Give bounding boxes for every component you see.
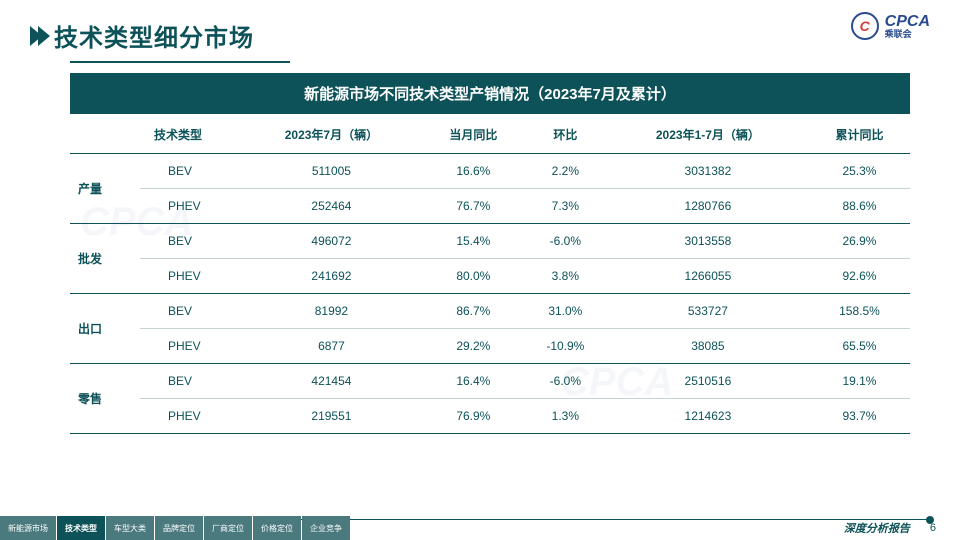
data-cell: 533727	[607, 294, 809, 329]
col-header: 2023年7月（辆）	[240, 114, 423, 154]
data-cell: 76.7%	[423, 189, 524, 224]
data-cell: 15.4%	[423, 224, 524, 259]
tech-type-table: 技术类型 2023年7月（辆） 当月同比 环比 2023年1-7月（辆） 累计同…	[70, 114, 910, 434]
table-row: 产量BEV51100516.6%2.2%303138225.3%	[70, 154, 910, 189]
data-cell: 1266055	[607, 259, 809, 294]
category-cell: 出口	[70, 294, 140, 364]
logo-sub-text: 乘联会	[885, 30, 930, 39]
data-cell: 241692	[240, 259, 423, 294]
logo-main-text: CPCA	[885, 14, 930, 30]
footer-tab[interactable]: 价格定位	[253, 516, 301, 540]
data-cell: 81992	[240, 294, 423, 329]
footer-tab[interactable]: 品牌定位	[155, 516, 203, 540]
col-header: 累计同比	[809, 114, 910, 154]
data-cell: 1.3%	[524, 399, 607, 434]
data-cell: 511005	[240, 154, 423, 189]
logo-icon: C	[851, 12, 879, 40]
title-divider	[70, 61, 290, 63]
table-row: PHEV25246476.7%7.3%128076688.6%	[70, 189, 910, 224]
data-cell: -10.9%	[524, 329, 607, 364]
data-cell: 19.1%	[809, 364, 910, 399]
footer-tab[interactable]: 技术类型	[57, 516, 105, 540]
data-cell: 65.5%	[809, 329, 910, 364]
data-cell: BEV	[140, 294, 240, 329]
table-row: PHEV24169280.0%3.8%126605592.6%	[70, 259, 910, 294]
data-table-container: 新能源市场不同技术类型产销情况（2023年7月及累计） 技术类型 2023年7月…	[70, 73, 910, 434]
data-cell: 80.0%	[423, 259, 524, 294]
chevron-icon	[30, 26, 46, 46]
data-cell: 1280766	[607, 189, 809, 224]
cpca-logo: C CPCA 乘联会	[851, 12, 930, 40]
data-cell: -6.0%	[524, 224, 607, 259]
data-cell: 158.5%	[809, 294, 910, 329]
data-cell: 16.6%	[423, 154, 524, 189]
data-cell: 496072	[240, 224, 423, 259]
table-header-row: 技术类型 2023年7月（辆） 当月同比 环比 2023年1-7月（辆） 累计同…	[70, 114, 910, 154]
data-cell: 2.2%	[524, 154, 607, 189]
page-footer: 新能源市场技术类型车型大类品牌定位厂商定位价格定位企业竞争 深度分析报告 6	[0, 516, 960, 540]
data-cell: 6877	[240, 329, 423, 364]
footer-tab[interactable]: 企业竞争	[302, 516, 350, 540]
data-cell: 421454	[240, 364, 423, 399]
data-cell: 219551	[240, 399, 423, 434]
data-cell: 25.3%	[809, 154, 910, 189]
data-cell: 88.6%	[809, 189, 910, 224]
data-cell: 7.3%	[524, 189, 607, 224]
footer-tab[interactable]: 新能源市场	[0, 516, 56, 540]
data-cell: 3.8%	[524, 259, 607, 294]
table-row: 出口BEV8199286.7%31.0%533727158.5%	[70, 294, 910, 329]
data-cell: PHEV	[140, 259, 240, 294]
table-row: PHEV21955176.9%1.3%121462393.7%	[70, 399, 910, 434]
data-cell: 26.9%	[809, 224, 910, 259]
col-header: 2023年1-7月（辆）	[607, 114, 809, 154]
page-number: 6	[930, 522, 936, 534]
footer-tabs: 新能源市场技术类型车型大类品牌定位厂商定位价格定位企业竞争	[0, 516, 351, 540]
data-cell: -6.0%	[524, 364, 607, 399]
data-cell: PHEV	[140, 399, 240, 434]
col-header: 技术类型	[140, 114, 240, 154]
col-header: 环比	[524, 114, 607, 154]
data-cell: PHEV	[140, 329, 240, 364]
footer-tab[interactable]: 车型大类	[106, 516, 154, 540]
table-row: PHEV687729.2%-10.9%3808565.5%	[70, 329, 910, 364]
data-cell: 252464	[240, 189, 423, 224]
data-cell: 2510516	[607, 364, 809, 399]
page-title: 技术类型细分市场	[54, 18, 254, 53]
data-cell: 93.7%	[809, 399, 910, 434]
table-row: 零售BEV42145416.4%-6.0%251051619.1%	[70, 364, 910, 399]
data-cell: 38085	[607, 329, 809, 364]
data-cell: 16.4%	[423, 364, 524, 399]
category-cell: 零售	[70, 364, 140, 434]
data-cell: 86.7%	[423, 294, 524, 329]
data-cell: BEV	[140, 364, 240, 399]
table-row: 批发BEV49607215.4%-6.0%301355826.9%	[70, 224, 910, 259]
footer-tab[interactable]: 厂商定位	[204, 516, 252, 540]
report-label: 深度分析报告	[844, 520, 910, 536]
data-cell: BEV	[140, 224, 240, 259]
category-cell: 产量	[70, 154, 140, 224]
table-title: 新能源市场不同技术类型产销情况（2023年7月及累计）	[70, 73, 910, 114]
data-cell: 3013558	[607, 224, 809, 259]
data-cell: 31.0%	[524, 294, 607, 329]
data-cell: PHEV	[140, 189, 240, 224]
col-header: 当月同比	[423, 114, 524, 154]
data-cell: BEV	[140, 154, 240, 189]
data-cell: 92.6%	[809, 259, 910, 294]
data-cell: 1214623	[607, 399, 809, 434]
category-cell: 批发	[70, 224, 140, 294]
data-cell: 29.2%	[423, 329, 524, 364]
page-header: 技术类型细分市场	[0, 0, 960, 61]
data-cell: 3031382	[607, 154, 809, 189]
data-cell: 76.9%	[423, 399, 524, 434]
